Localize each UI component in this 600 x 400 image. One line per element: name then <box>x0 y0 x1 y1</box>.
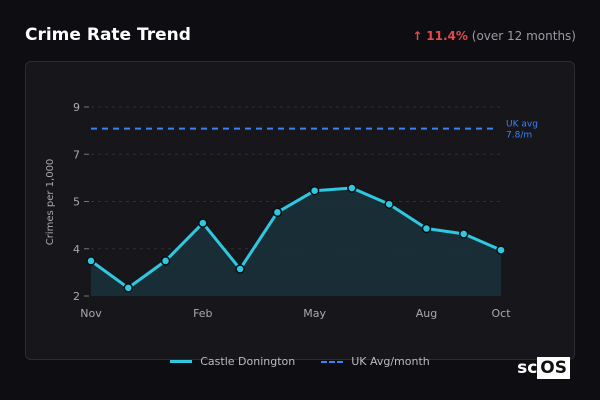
data-point <box>86 256 96 266</box>
data-point <box>309 185 320 196</box>
y-tick-label: 5 <box>73 196 80 209</box>
change-value: 11.4% <box>426 29 468 43</box>
y-tick-label: 7 <box>73 148 80 161</box>
reference-label: UK avg <box>506 120 538 130</box>
y-axis-label: Crimes per 1,000 <box>45 159 56 246</box>
legend-label: Castle Donington <box>200 355 296 368</box>
data-point <box>198 218 208 228</box>
x-tick-label: Aug <box>416 307 437 320</box>
data-point <box>160 256 171 266</box>
y-tick-label: 9 <box>73 101 80 114</box>
data-point <box>458 229 469 239</box>
reference-value-label: 7.8/m <box>506 131 532 141</box>
change-period: (over 12 months) <box>471 29 576 43</box>
chart-title: Crime Rate Trend <box>25 25 191 45</box>
y-tick-label: 4 <box>73 243 80 256</box>
legend-item-series[interactable]: Castle Donington <box>170 355 295 368</box>
data-point <box>496 245 506 255</box>
data-point <box>123 283 134 293</box>
legend: Castle Donington UK Avg/month <box>0 355 600 368</box>
data-point <box>235 264 245 274</box>
legend-swatch-solid <box>170 360 193 363</box>
x-tick-label: Oct <box>491 307 511 320</box>
trend-change: ↑ 11.4% (over 12 months) <box>412 29 576 43</box>
y-tick-label: 2 <box>73 290 80 303</box>
logo: sc OS <box>517 357 570 379</box>
data-point <box>272 207 283 218</box>
legend-swatch-dashed <box>321 360 344 363</box>
series-line <box>90 186 502 290</box>
legend-item-reference[interactable]: UK Avg/month <box>321 355 430 368</box>
series-area <box>91 188 501 296</box>
legend-label: UK Avg/month <box>351 355 430 368</box>
data-point <box>347 183 357 193</box>
x-tick-label: May <box>303 307 326 320</box>
x-tick-label: Feb <box>193 307 212 320</box>
data-point <box>384 199 394 209</box>
data-point <box>421 223 432 234</box>
x-tick-label: Nov <box>80 307 102 320</box>
trend-arrow-up-icon: ↑ <box>412 29 423 43</box>
